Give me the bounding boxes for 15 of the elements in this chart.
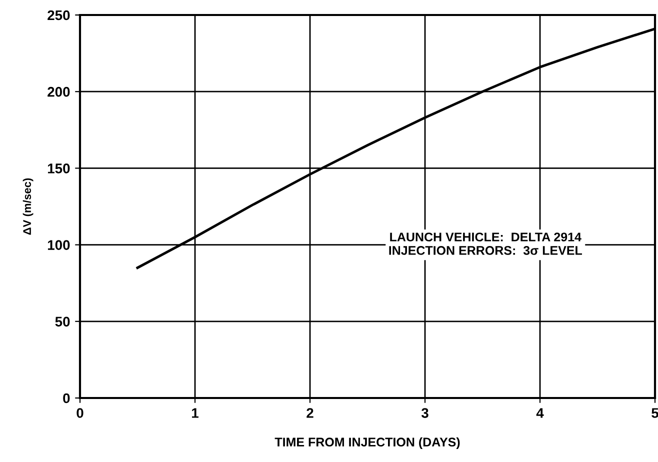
y-tick-label: 100 [48, 240, 70, 250]
x-tick-label: 5 [652, 408, 658, 418]
x-tick-label: 0 [76, 408, 84, 418]
y-tick-label: 250 [48, 10, 70, 20]
annotation: LAUNCH VEHICLE: DELTA 2914 INJECTION ERRORS: 3σ LEVEL [389, 232, 582, 255]
x-tick-label: 4 [536, 408, 544, 418]
y-tick-label: 0 [63, 393, 70, 404]
y-tick-label: 50 [55, 316, 70, 327]
y-tick-label: 150 [48, 164, 70, 174]
x-tick-label: 2 [306, 408, 314, 418]
x-tick-label: 3 [421, 408, 428, 418]
x-axis-title: TIME FROM INJECTION (DAYS) [274, 437, 460, 449]
y-tick-label: 200 [48, 86, 70, 97]
x-tick-label: 1 [192, 408, 198, 418]
y-axis-title: ΔV (m/sec) [22, 178, 34, 235]
